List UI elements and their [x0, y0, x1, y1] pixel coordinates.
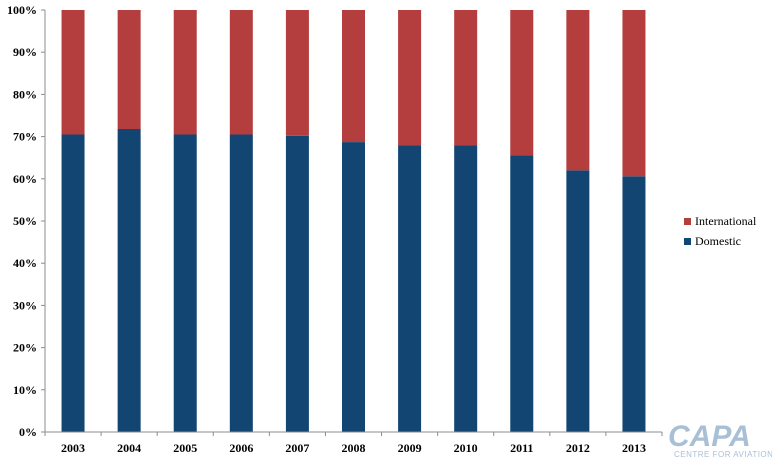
x-tick-label: 2007 [285, 441, 309, 455]
x-axis-ticks: 2003 2004 2005 2006 2007 2008 2009 2010 2011 2012… [44, 432, 663, 455]
y-tick-label: 90% [13, 45, 37, 59]
bar-international-2006 [229, 10, 253, 135]
bar-international-2011 [510, 10, 534, 156]
y-tick-label: 20% [13, 341, 37, 355]
x-tick-label: 2010 [454, 441, 478, 455]
legend: International Domestic [684, 214, 757, 248]
x-tick-label: 2006 [229, 441, 253, 455]
bar-international-2003 [61, 10, 85, 135]
capa-logo: CAPA CENTRE FOR AVIATION [668, 420, 772, 459]
bar-international-2013 [622, 10, 646, 177]
bar-international-2009 [398, 10, 422, 146]
bar-domestic-2003 [61, 134, 85, 433]
x-tick-label: 2011 [510, 441, 533, 455]
bar-domestic-2011 [510, 155, 534, 432]
logo-main-text: CAPA [668, 420, 751, 453]
x-tick-label: 2012 [566, 441, 590, 455]
y-tick-label: 30% [13, 298, 37, 312]
legend-label-international: International [695, 214, 757, 228]
x-tick-label: 2003 [61, 441, 85, 455]
bar-international-2004 [117, 10, 141, 130]
x-tick-label: 2008 [342, 441, 366, 455]
y-tick-label: 50% [13, 214, 37, 228]
y-tick-label: 70% [13, 130, 37, 144]
bar-domestic-2004 [117, 129, 141, 432]
bar-domestic-2006 [229, 134, 253, 433]
bar-international-2012 [566, 10, 590, 171]
x-tick-label: 2009 [398, 441, 422, 455]
bar-international-2005 [173, 10, 197, 135]
bar-domestic-2007 [285, 135, 309, 433]
y-tick-label: 60% [13, 172, 37, 186]
legend-swatch-domestic [684, 238, 691, 245]
y-tick-label: 100% [7, 3, 37, 17]
bar-domestic-2012 [566, 170, 590, 433]
legend-label-domestic: Domestic [695, 234, 741, 248]
y-tick-label: 80% [13, 87, 37, 101]
x-tick-label: 2004 [117, 441, 141, 455]
y-tick-label: 40% [13, 256, 37, 270]
bar-domestic-2010 [454, 145, 478, 432]
bar-international-2010 [454, 10, 478, 146]
logo-sub-text: CENTRE FOR AVIATION [674, 450, 772, 459]
bar-domestic-2013 [622, 176, 646, 432]
y-tick-label: 0% [19, 425, 37, 439]
bars-layer [61, 10, 646, 433]
bar-domestic-2005 [173, 134, 197, 433]
bar-domestic-2008 [342, 142, 365, 432]
legend-swatch-international [684, 218, 691, 225]
x-tick-label: 2013 [622, 441, 646, 455]
bar-international-2007 [285, 10, 309, 136]
y-axis-ticks: 0% 10% 20% 30% 40% 50% 60% 70% 80% 90% 100% [7, 3, 45, 439]
x-tick-label: 2005 [173, 441, 197, 455]
y-tick-label: 10% [13, 383, 37, 397]
bar-domestic-2009 [398, 145, 422, 432]
bar-international-2008 [342, 10, 365, 143]
